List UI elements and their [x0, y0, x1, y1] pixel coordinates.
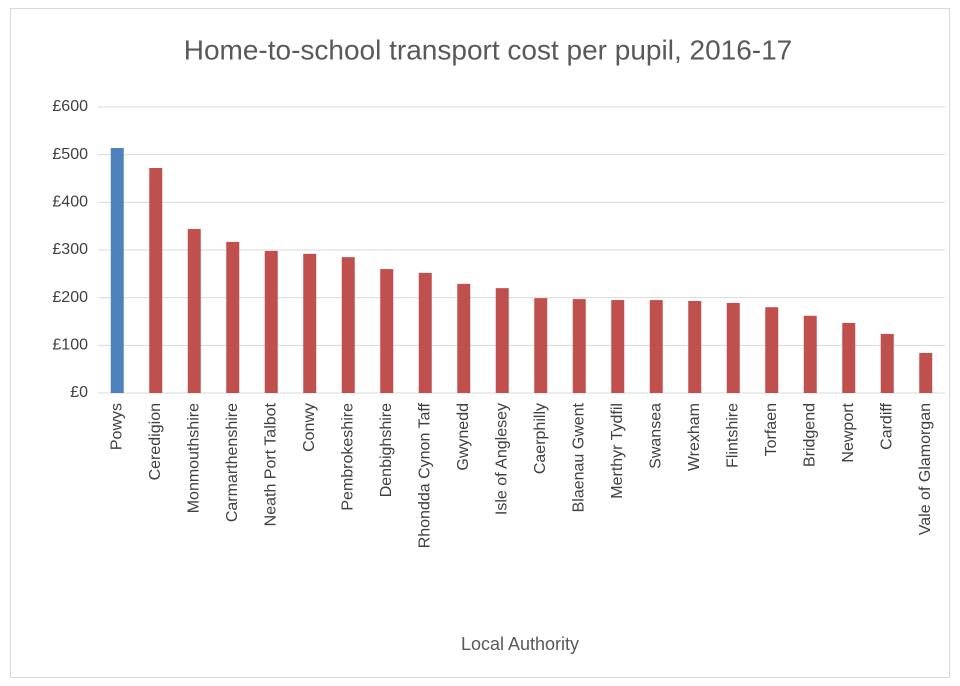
- x-tick-label: Wrexham: [686, 403, 703, 471]
- bar: [842, 322, 856, 393]
- bar: [226, 241, 240, 393]
- bar: [649, 300, 663, 393]
- y-tick-label: £0: [70, 384, 88, 401]
- chart-border: [10, 8, 950, 678]
- x-tick-label: Blaenau Gwent: [570, 402, 587, 512]
- x-tick-label: Carmarthenshire: [224, 403, 241, 522]
- bar: [726, 302, 740, 393]
- x-tick-label: Rhondda Cynon Taff: [416, 402, 433, 548]
- x-tick-label: Pembrokeshire: [339, 403, 356, 511]
- y-tick-label: £100: [52, 337, 88, 354]
- x-axis-title: Local Authority: [461, 634, 579, 654]
- bar: [534, 298, 548, 393]
- bar: [341, 257, 355, 393]
- bar: [495, 288, 509, 393]
- x-tick-label: Bridgend: [801, 403, 818, 467]
- bar: [611, 300, 625, 393]
- x-tick-label: Swansea: [647, 403, 664, 469]
- bar: [303, 253, 317, 393]
- y-tick-label: £400: [52, 194, 88, 211]
- bar: [803, 315, 817, 393]
- bar: [765, 307, 779, 393]
- bar: [264, 250, 278, 393]
- bar: [919, 352, 933, 393]
- bar: [572, 299, 586, 393]
- bar: [880, 333, 894, 393]
- bar: [418, 272, 432, 393]
- x-tick-label: Powys: [108, 403, 125, 450]
- y-tick-label: £300: [52, 241, 88, 258]
- x-tick-label: Monmouthshire: [185, 403, 202, 513]
- x-tick-label: Newport: [840, 402, 857, 462]
- bar: [149, 168, 163, 393]
- y-tick-label: £600: [52, 98, 88, 115]
- x-tick-label: Torfaen: [763, 403, 780, 456]
- x-tick-label: Neath Port Talbot: [262, 402, 279, 526]
- x-tick-label: Conwy: [301, 403, 318, 452]
- x-tick-label: Denbighshire: [378, 403, 395, 497]
- chart-title: Home-to-school transport cost per pupil,…: [184, 34, 793, 65]
- x-tick-label: Ceredigion: [147, 403, 164, 480]
- x-tick-label: Cardiff: [878, 402, 895, 449]
- bar: [110, 147, 124, 393]
- y-tick-label: £200: [52, 289, 88, 306]
- bar: [380, 269, 394, 393]
- x-tick-label: Vale of Glamorgan: [917, 403, 934, 535]
- x-tick-label: Merthyr Tydfil: [609, 403, 626, 499]
- x-tick-label: Gwynedd: [455, 403, 472, 471]
- bar: [688, 301, 702, 393]
- x-tick-label: Isle of Anglesey: [493, 403, 510, 515]
- bar: [187, 229, 201, 393]
- x-tick-label: Caerphilly: [532, 403, 549, 474]
- y-tick-label: £500: [52, 146, 88, 163]
- x-tick-label: Flintshire: [724, 403, 741, 468]
- bar: [457, 283, 471, 393]
